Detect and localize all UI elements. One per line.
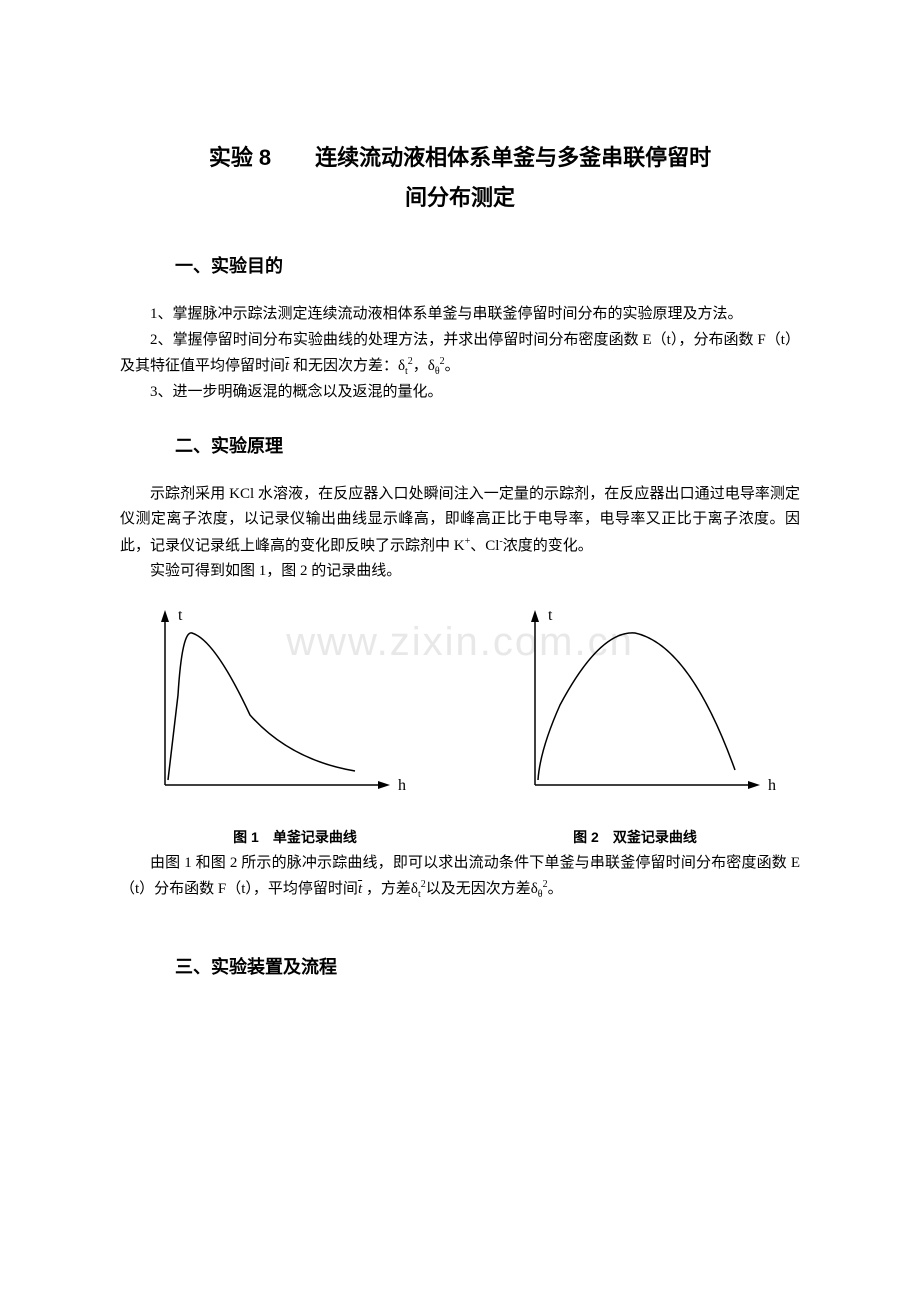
page-content: 实验 8 连续流动液相体系单釜与多釜串联停留时 间分布测定 一、实验目的 1、掌… [120,140,800,979]
section1-p1: 1、掌握脉冲示踪法测定连续流动液相体系单釜与串联釜停留时间分布的实验原理及方法。 [120,302,800,328]
section1-p2: 2、掌握停留时间分布实验曲线的处理方法，并求出停留时间分布密度函数 E（t），分… [120,328,800,381]
chart2-ylabel: t [548,607,553,624]
chart2-x-arrow [748,781,760,789]
s1p2-sub1: t [405,366,408,377]
s2p3-d: 。 [548,881,563,897]
s2p3-sub2: θ [538,889,543,900]
section2-p1: 示踪剂采用 KCl 水溶液，在反应器入口处瞬间注入一定量的示踪剂，在反应器出口通… [120,482,800,560]
section2-p3: 由图 1 和图 2 所示的脉冲示踪曲线，即可以求出流动条件下单釜与串联釜停留时间… [120,851,800,904]
section1-body: 1、掌握脉冲示踪法测定连续流动液相体系单釜与串联釜停留时间分布的实验原理及方法。… [120,302,800,406]
page-title-line2: 间分布测定 [120,180,800,212]
chart2-caption: 图 2 双釜记录曲线 [490,827,800,847]
chart1-x-arrow [378,781,390,789]
chart1-y-arrow [161,610,169,622]
chart2-xlabel: h [768,777,776,794]
s1p2-d: 。 [445,358,460,374]
s2p1-a: 示踪剂采用 KCl 水溶液，在反应器入口处瞬间注入一定量的示踪剂，在反应器出口通… [120,486,800,554]
s2p3-c: 以及无因次方差δ [426,881,538,897]
chart2: t h [490,595,800,815]
section2-p2: 实验可得到如图 1，图 2 的记录曲线。 [120,559,800,585]
section3-heading: 三、实验装置及流程 [175,953,800,979]
chart1-xlabel: h [398,777,406,794]
s2p3-sub1: t [418,889,421,900]
chart1-caption: 图 1 单釜记录曲线 [120,827,430,847]
chart1-ylabel: t [178,607,183,624]
charts-row: t h t h [120,595,800,815]
chart1: t h [120,595,430,815]
s2p1-b: 、Cl [470,538,499,554]
s1p2-a: 2、掌握停留时间分布实验曲线的处理方法，并求出停留时间分布密度函数 E（t），分… [120,332,800,375]
s1p2-sub2: θ [435,366,440,377]
section2-heading: 二、实验原理 [175,432,800,458]
chart2-curve [538,632,735,779]
captions-row: 图 1 单釜记录曲线 图 2 双釜记录曲线 [120,827,800,847]
s2p1-c: 浓度的变化。 [503,538,593,554]
chart1-curve [168,632,355,779]
s2p3-b: ，方差δ [362,881,418,897]
page-title-line1: 实验 8 连续流动液相体系单釜与多釜串联停留时 [120,140,800,172]
s1p2-b: 和无因次方差：δ [289,358,405,374]
chart2-y-arrow [531,610,539,622]
section1-heading: 一、实验目的 [175,252,800,278]
s1p2-c: ，δ [413,358,435,374]
section1-p3: 3、进一步明确返混的概念以及返混的量化。 [120,380,800,406]
